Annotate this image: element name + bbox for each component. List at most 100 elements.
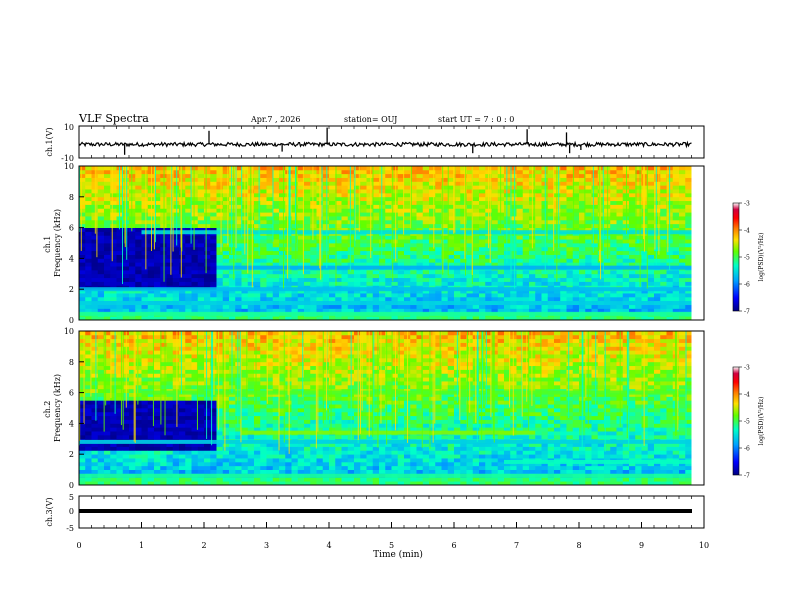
spec2-cell: [172, 334, 180, 340]
spec1-cell: [454, 254, 461, 259]
spec1-cell: [266, 192, 274, 198]
spec2-cell: [191, 334, 199, 340]
spec1-cell: [141, 308, 149, 313]
spec2-cell: [154, 361, 161, 367]
spec1-cell: [266, 304, 274, 309]
spec1-cell: [154, 239, 161, 244]
spec1-cell: [591, 269, 599, 275]
spec1-cell: [447, 239, 455, 244]
spec1-cell: [535, 269, 542, 275]
spec1-cell: [304, 169, 311, 175]
spec1-cell: [391, 254, 399, 259]
spec1-cell: [635, 269, 642, 275]
spec1-cell: [210, 212, 217, 217]
spec2-cell: [129, 446, 136, 451]
spec1-cell: [222, 189, 230, 194]
spec1-cell: [341, 219, 349, 225]
spec1-cell: [679, 204, 686, 209]
spec1-cell: [491, 192, 499, 198]
spec2-cell: [79, 427, 86, 432]
spec1-cell: [672, 250, 680, 255]
spec1-cell: [85, 200, 92, 205]
spec1-cell: [179, 258, 186, 263]
spec1-cell: [185, 254, 192, 259]
spec1-cell: [185, 223, 192, 228]
spec1-cell: [129, 281, 136, 286]
spec1-cell: [366, 316, 374, 321]
spec1-cell: [622, 293, 630, 298]
spec1-cell: [185, 204, 192, 209]
spec1-cell: [591, 185, 599, 190]
spec1-cell: [385, 316, 392, 321]
spec1-cell: [110, 181, 117, 186]
spec1-cell: [91, 243, 99, 248]
spec1-cell: [129, 169, 136, 175]
spec1-cell: [485, 304, 492, 309]
spec2-cell: [160, 454, 167, 459]
spec1-cell: [260, 316, 267, 321]
spec2-cell: [135, 450, 142, 455]
spec2-cell: [110, 377, 117, 382]
spec1-cell: [141, 204, 149, 209]
spec1-cell: [685, 316, 692, 321]
spec1-cell: [579, 235, 586, 240]
spec1-cell: [354, 293, 361, 298]
spec1-cell: [435, 243, 442, 248]
spec1-cell: [522, 243, 530, 248]
spec1-cell: [447, 181, 455, 186]
spec1-cell: [85, 293, 92, 298]
spec1-cell: [560, 227, 567, 232]
spec1-cell: [166, 269, 174, 275]
spec1-cell: [685, 200, 692, 205]
spec2-cell: [216, 384, 224, 390]
spec2-cell: [154, 346, 161, 351]
spec1-cell: [447, 269, 455, 275]
spec2-cell: [147, 331, 155, 336]
spec2-cell: [97, 361, 105, 367]
spec2-cell: [154, 419, 161, 424]
spec1-cell: [179, 289, 186, 294]
spec1-cell: [466, 208, 474, 213]
spec1-cell: [272, 216, 280, 221]
spec1-cell: [654, 277, 661, 282]
spec1-cell: [572, 246, 580, 252]
spec1-cell: [647, 289, 655, 294]
spec1-cell: [454, 273, 461, 279]
spec1-cell: [447, 219, 455, 225]
spec1-cell: [547, 262, 555, 267]
spec1-cell: [279, 254, 286, 259]
spec1-cell: [110, 239, 117, 244]
spec2-cell: [204, 419, 211, 424]
spec1-cell: [629, 173, 636, 178]
spec2-cell: [135, 477, 142, 482]
spec2-cell: [172, 411, 180, 417]
spec1-cell: [360, 246, 367, 252]
spec1-cell: [129, 316, 136, 321]
spec1-cell: [79, 262, 86, 267]
spec1-cell: [529, 281, 536, 286]
spec2-cell: [191, 408, 199, 413]
spec1-cell: [441, 281, 449, 286]
spec1-cell: [535, 192, 542, 198]
spec1-cell: [172, 177, 180, 182]
spec2-cell: [216, 365, 224, 370]
spec1-cell: [235, 169, 242, 175]
spec2-cell: [129, 338, 136, 343]
spec1-cell: [566, 223, 574, 228]
spec2-cell: [147, 338, 155, 343]
spec1-cell: [154, 269, 161, 275]
spec1-cell: [329, 246, 336, 252]
spec1-cell: [260, 308, 267, 313]
spec1-cell: [129, 196, 136, 202]
spec1-cell: [316, 269, 324, 275]
spec1-cell: [160, 289, 167, 294]
spec2-cell: [135, 331, 142, 336]
spec1-cell: [135, 219, 142, 225]
spec1-cell: [85, 235, 92, 240]
spec1-cell: [85, 281, 92, 286]
spec1-cell: [179, 254, 186, 259]
spec2-cell: [147, 396, 155, 401]
spec1-cell: [379, 204, 386, 209]
spec1-cell: [510, 269, 517, 275]
spec1-cell: [635, 181, 642, 186]
